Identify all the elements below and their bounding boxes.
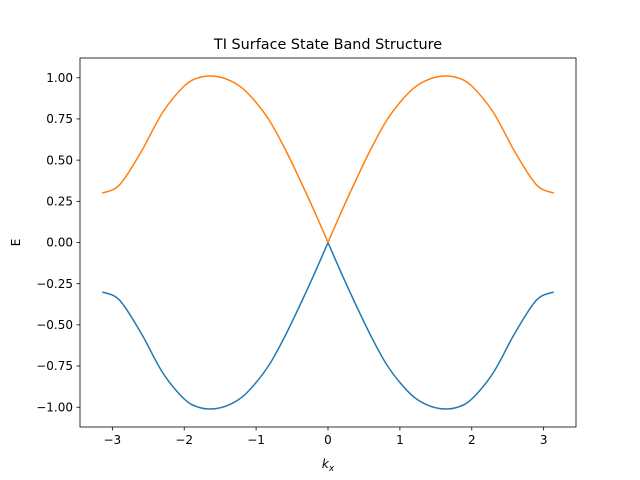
y-tick-label: −1.00 <box>36 400 73 414</box>
x-tick-label: 2 <box>468 433 476 447</box>
x-axis-label-base: k <box>322 457 330 471</box>
ticks-layer: −3 −2 −1 0 1 2 3 −1.00 −0.75 −0.50 −0.25 0.00 0.25 0.… <box>36 71 547 447</box>
x-tick-label: 0 <box>324 433 332 447</box>
x-axis-label: kx <box>322 457 335 474</box>
series-layer <box>101 75 555 410</box>
x-tick-label: −3 <box>103 433 121 447</box>
plot-area-frame <box>79 57 577 428</box>
y-tick-label: 0.75 <box>46 112 73 126</box>
y-tick-label: −0.50 <box>36 318 73 332</box>
y-axis-label: E <box>9 239 23 247</box>
x-tick-label: −2 <box>175 433 193 447</box>
y-tick-label: 0.25 <box>46 195 73 209</box>
y-tick-label: 0.50 <box>46 153 73 167</box>
x-tick-label: −1 <box>247 433 265 447</box>
x-axis-label-subscript: x <box>328 464 335 474</box>
chart-title: TI Surface State Band Structure <box>213 37 442 53</box>
y-tick-label: −0.75 <box>36 359 73 373</box>
x-tick-label: 3 <box>540 433 548 447</box>
y-tick-label: 1.00 <box>46 71 73 85</box>
y-tick-label: 0.00 <box>46 236 73 250</box>
y-tick-label: −0.25 <box>36 277 73 291</box>
series-line-2 <box>101 75 555 244</box>
x-tick-label: 1 <box>396 433 404 447</box>
